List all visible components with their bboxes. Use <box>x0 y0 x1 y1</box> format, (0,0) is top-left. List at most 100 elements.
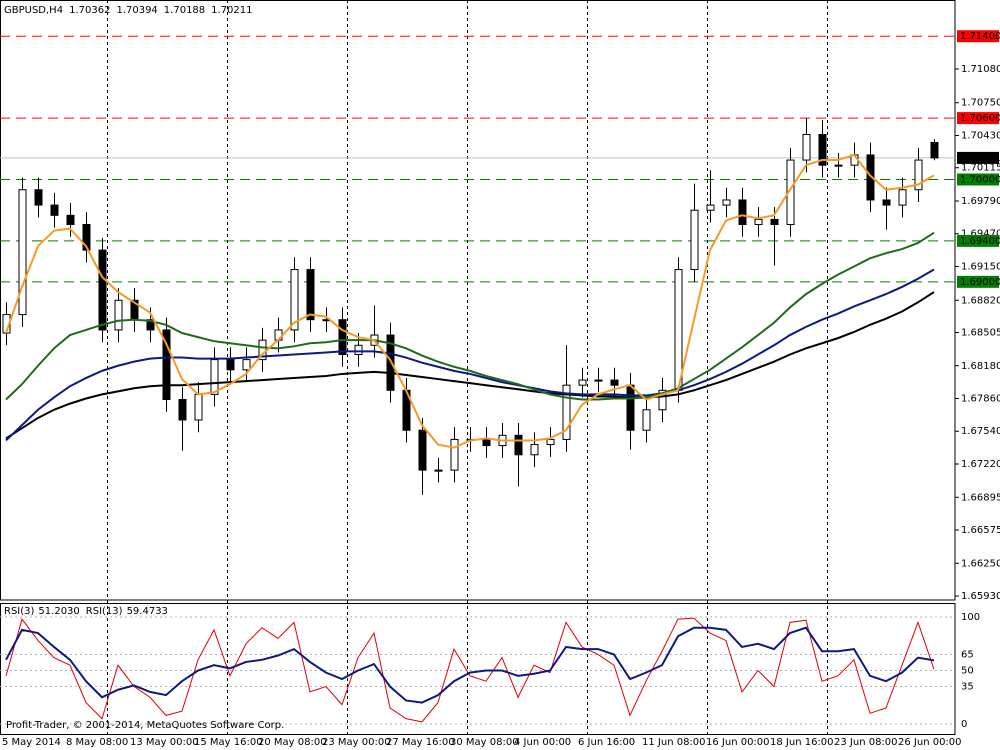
candle-body <box>306 269 315 321</box>
candle-body <box>914 159 923 191</box>
candle-body <box>226 359 235 371</box>
y-tick-label: 1.67540 <box>961 426 1000 437</box>
y-tick-label: 1.66575 <box>961 525 1000 536</box>
candle-body <box>658 389 667 411</box>
level-label-box <box>957 234 999 247</box>
y-tick-label: 35 <box>961 682 974 693</box>
indicator-value: 51.2030 <box>38 606 79 617</box>
candle-body <box>594 379 603 382</box>
level-label: 1.71400 <box>960 31 1000 42</box>
y-tick-label: 1.68820 <box>961 295 1000 306</box>
vertical-grid <box>107 0 828 735</box>
candle-body <box>178 399 187 421</box>
x-tick-label: 26 Jun 00:00 <box>898 737 962 748</box>
y-tick-label: 1.66895 <box>961 492 1000 503</box>
moving-average <box>5 268 935 442</box>
candle-body <box>338 319 347 355</box>
y-tick-label: 1.71080 <box>961 64 1000 75</box>
copyright: Profit-Trader, © 2001-2014, MetaQuotes S… <box>6 720 284 731</box>
indicator-name: RSI(3) <box>4 606 35 617</box>
candle-body <box>50 204 59 216</box>
candle-body <box>690 209 699 271</box>
x-tick-label: 11 Jun 08:00 <box>642 737 706 748</box>
y-tick-label: 1.70115 <box>961 163 1000 174</box>
x-tick-label: 27 May 16:00 <box>386 737 455 748</box>
candle-body <box>930 141 939 159</box>
level-label: 1.69400 <box>960 236 1000 247</box>
header-high: 1.70394 <box>116 5 157 16</box>
candle-body <box>354 344 363 355</box>
candle-body <box>642 409 651 431</box>
x-tick-label: 6 Jun 16:00 <box>578 737 635 748</box>
moving-average <box>5 291 935 440</box>
x-tick-label: 30 May 08:00 <box>450 737 519 748</box>
level-label-box <box>957 173 999 186</box>
level-label-box <box>957 275 999 288</box>
candle-body <box>194 393 203 421</box>
x-tick-label: 23 Jun 08:00 <box>834 737 898 748</box>
moving-average <box>5 231 935 401</box>
indicator-header: RSI(3) 51.2030 RSI(13) 59.4733 <box>4 606 168 617</box>
y-tick-label: 1.67860 <box>961 393 1000 404</box>
y-tick-label: 1.70750 <box>961 98 1000 109</box>
candle-body <box>162 329 171 401</box>
candle-body <box>514 434 523 456</box>
candle-body <box>530 444 539 456</box>
candle-body <box>578 379 587 386</box>
candle-body <box>722 199 731 206</box>
header-open: 1.70362 <box>69 5 110 16</box>
candle-body <box>610 379 619 386</box>
candle-body <box>482 438 491 447</box>
y-tick-label: 1.70430 <box>961 130 1000 141</box>
y-tick-label: 1.68180 <box>961 361 1000 372</box>
candle-body <box>866 154 875 201</box>
candle-body <box>674 269 683 391</box>
current-price-box <box>957 151 999 164</box>
level-label-box <box>957 30 999 43</box>
candle-body <box>818 133 827 166</box>
candle-body <box>898 189 907 206</box>
candle-body <box>786 159 795 226</box>
y-tick-label: 1.69470 <box>961 229 1000 240</box>
candle-body <box>434 469 443 472</box>
indicator-name: RSI(13) <box>86 606 123 617</box>
x-tick-label: 16 Jun 00:00 <box>706 737 770 748</box>
candle-body <box>418 429 427 471</box>
candle-body <box>34 189 43 206</box>
chart-header: GBPUSD,H4 1.70362 1.70394 1.70188 1.70211 <box>4 5 253 16</box>
candle-body <box>834 164 843 167</box>
indicator-line <box>5 617 935 723</box>
candle-body <box>546 438 555 446</box>
current-price-label: 1.70211 <box>960 153 1000 164</box>
indicator-frame <box>0 603 956 735</box>
header-close: 1.70211 <box>211 5 252 16</box>
level-label: 1.69000 <box>960 277 1000 288</box>
x-tick-label: 5 May 2014 <box>2 737 61 748</box>
candle-body <box>802 133 811 161</box>
symbol: GBPUSD,H4 <box>4 5 63 16</box>
candle-body <box>754 218 763 226</box>
candle-body <box>98 249 107 331</box>
candle-body <box>770 218 779 226</box>
level-label-box <box>957 112 999 125</box>
candle-body <box>882 199 891 206</box>
y-tick-label: 0 <box>961 719 967 730</box>
moving-average <box>5 153 935 449</box>
x-tick-label: 13 May 00:00 <box>130 737 199 748</box>
indicator-line <box>5 626 935 704</box>
level-label: 1.70000 <box>960 174 1000 185</box>
candle-body <box>18 189 27 316</box>
candle-body <box>450 438 459 471</box>
y-tick-label: 1.67220 <box>961 459 1000 470</box>
candle-body <box>66 214 75 226</box>
y-tick-label: 100 <box>961 612 980 623</box>
y-tick-label: 1.66250 <box>961 558 1000 569</box>
y-tick-label: 65 <box>961 649 974 660</box>
candle-body <box>562 384 571 440</box>
candle-body <box>626 384 635 431</box>
x-tick-label: 4 Jun 00:00 <box>514 737 571 748</box>
y-tick-label: 1.65930 <box>961 591 1000 602</box>
candle-body <box>114 299 123 331</box>
y-tick-label: 50 <box>961 665 974 676</box>
